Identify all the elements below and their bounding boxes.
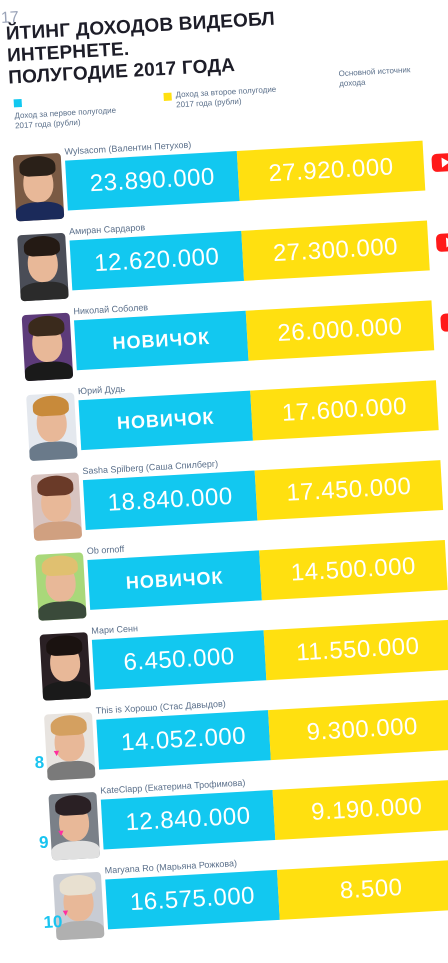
avatar-shoulders: [46, 759, 96, 781]
first-half-income: 12.840.000: [100, 790, 276, 850]
avatar-hair: [58, 874, 97, 897]
rank-down-arrow-icon: ▼: [51, 747, 62, 759]
first-half-income: 14.052.000: [96, 710, 271, 770]
legend-second-half: Доход за второе полугодие 2017 года (руб…: [175, 84, 277, 110]
avatar: [39, 632, 92, 701]
rank-number: 8: [34, 752, 45, 773]
page-title: ЙТИНГ ДОХОДОВ ВИДЕОБЛ ИНТЕРНЕТЕ. ПОЛУГОД…: [5, 9, 278, 90]
second-half-income: 9.190.000: [272, 779, 448, 840]
avatar-hair: [36, 474, 74, 497]
second-half-income: 27.300.000: [241, 220, 430, 281]
second-half-income: 26.000.000: [245, 300, 435, 361]
first-half-income: 18.840.000: [82, 470, 258, 531]
avatar-hair: [23, 235, 61, 258]
second-half-income: 9.300.000: [268, 699, 448, 761]
avatar-shoulders: [37, 600, 87, 621]
avatar-hair: [27, 314, 65, 337]
avatar-shoulders: [28, 440, 78, 462]
avatar-hair: [45, 634, 83, 657]
avatar: [17, 232, 69, 302]
avatar: [21, 312, 74, 382]
avatar: [48, 791, 101, 861]
avatar-hair: [50, 714, 88, 737]
youtube-icon: [435, 232, 448, 253]
avatar-shoulders: [42, 680, 92, 701]
second-half-income: 27.920.000: [236, 140, 426, 201]
youtube-icon: [440, 312, 448, 332]
first-half-income: 12.620.000: [69, 230, 245, 291]
second-half-income: 17.450.000: [254, 460, 444, 521]
rank-number: 10: [43, 911, 63, 932]
legend-first-half: Доход за первое полугодие 2017 года (руб…: [14, 105, 117, 131]
legend-main-source: Основной источник дохода: [338, 65, 411, 89]
first-half-income: НОВИЧОК: [78, 390, 253, 451]
avatar-hair: [32, 394, 70, 417]
avatar: [12, 152, 65, 222]
first-half-income: 6.450.000: [91, 630, 267, 690]
youtube-icon: [431, 152, 448, 173]
legend-swatch-first-half: [13, 98, 23, 108]
first-half-income: 16.575.000: [105, 869, 280, 930]
rank-number: 9: [38, 832, 50, 853]
avatar-hair: [41, 554, 79, 577]
rank-down-arrow-icon: ▼: [60, 907, 71, 919]
avatar: [35, 552, 87, 621]
legend-swatch-second-half: [163, 92, 172, 102]
avatar: [26, 392, 78, 462]
avatar-shoulders: [15, 200, 65, 222]
avatar-hair: [18, 155, 56, 178]
second-half-income: 14.500.000: [259, 540, 448, 601]
avatar: [30, 472, 83, 541]
first-half-income: НОВИЧОК: [73, 310, 249, 371]
avatar-shoulders: [19, 280, 69, 302]
rating-poster: 17 ЙТИНГ ДОХОДОВ ВИДЕОБЛ ИНТЕРНЕТЕ. ПОЛУ…: [0, 0, 448, 935]
second-half-income: 17.600.000: [250, 380, 439, 441]
second-half-income: 11.550.000: [263, 619, 448, 681]
blogger-name: Ob ornoff: [86, 543, 125, 557]
avatar: [43, 711, 96, 781]
first-half-income: НОВИЧОК: [87, 550, 262, 610]
avatar-shoulders: [33, 520, 83, 541]
second-half-income: 8.500: [276, 859, 448, 920]
avatar-shoulders: [24, 360, 74, 382]
avatar-shoulders: [51, 839, 101, 861]
rank-down-arrow-icon: ▼: [56, 827, 66, 839]
avatar-hair: [54, 794, 92, 817]
rating-row: Maryana Ro (Марьяна Рожкова) 16.575.000 8.…: [43, 856, 448, 963]
first-half-income: 23.890.000: [65, 151, 240, 211]
